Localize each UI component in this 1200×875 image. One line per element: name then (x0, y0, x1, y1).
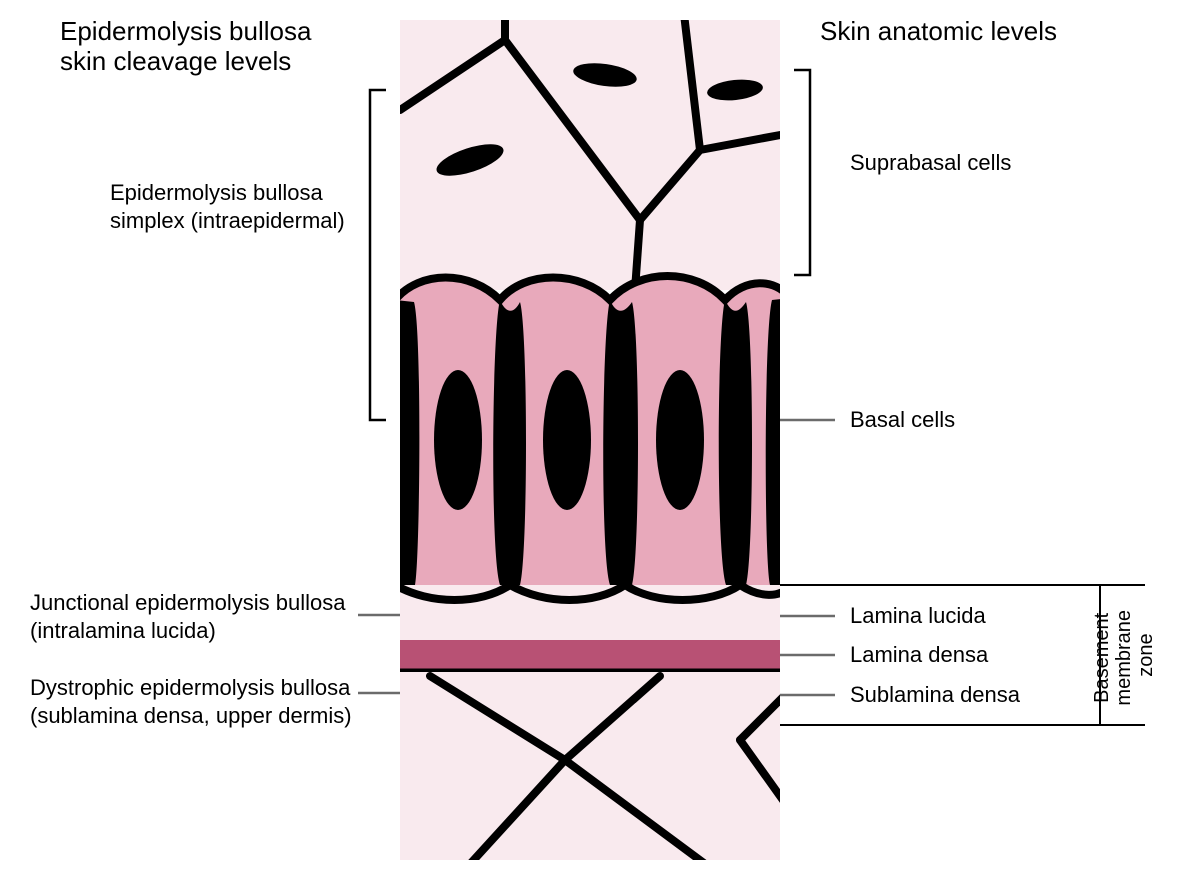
right-title: Skin anatomic levels (820, 16, 1057, 46)
basal-nuclei (434, 370, 704, 510)
right-label-lamina-lucida: Lamina lucida (850, 603, 987, 628)
bmz-label: Basement membrane zone (1091, 604, 1157, 705)
left-bracket-simplex (370, 90, 386, 420)
left-title-line2: skin cleavage levels (60, 46, 291, 76)
skin-diagram: Epidermolysis bullosa skin cleavage leve… (0, 0, 1200, 875)
left-label-simplex: Epidermolysis bullosa simplex (intraepid… (110, 180, 345, 233)
left-label-dystrophic: Dystrophic epidermolysis bullosa (sublam… (30, 675, 356, 728)
lamina-densa-layer (395, 640, 790, 670)
right-label-suprabasal: Suprabasal cells (850, 150, 1011, 175)
right-label-sublamina-densa: Sublamina densa (850, 682, 1021, 707)
left-label-junctional: Junctional epidermolysis bullosa (intral… (30, 590, 352, 643)
right-bracket-suprabasal (794, 70, 810, 275)
left-title-line1: Epidermolysis bullosa (60, 16, 312, 46)
tissue-column (395, 0, 790, 875)
left-title: Epidermolysis bullosa skin cleavage leve… (60, 16, 319, 76)
right-label-lamina-densa: Lamina densa (850, 642, 989, 667)
dermis-layer (395, 672, 790, 872)
right-label-basal: Basal cells (850, 407, 955, 432)
